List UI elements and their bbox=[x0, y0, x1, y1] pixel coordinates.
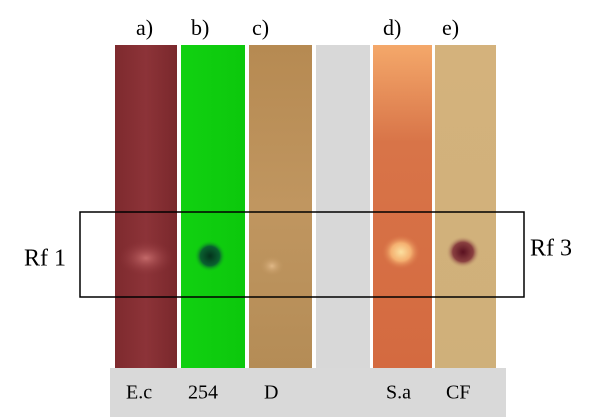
plate-label: D bbox=[264, 382, 278, 404]
plates bbox=[115, 45, 496, 370]
spot bbox=[194, 240, 226, 272]
plate-label: 254 bbox=[188, 382, 218, 404]
rf-label: Rf 1 bbox=[24, 246, 66, 272]
spot bbox=[446, 236, 480, 268]
plate-label: CF bbox=[446, 382, 470, 404]
panel-letter: a) bbox=[136, 15, 153, 40]
plate bbox=[435, 45, 496, 370]
spot bbox=[118, 240, 174, 276]
plate bbox=[181, 45, 245, 370]
spot bbox=[260, 256, 284, 276]
panel-letter: b) bbox=[191, 15, 209, 40]
plate-label: S.a bbox=[386, 382, 411, 404]
plate bbox=[115, 45, 177, 370]
panel-letter: d) bbox=[383, 15, 401, 40]
rf-label: Rf 3 bbox=[530, 236, 572, 262]
blank-plate bbox=[316, 45, 370, 370]
panel-letter: c) bbox=[252, 15, 269, 40]
spot bbox=[381, 234, 421, 270]
plate-label: E.c bbox=[126, 382, 152, 404]
figure: a) b) c) d) e) E.c 254 D S.a CF Rf 1 Rf … bbox=[0, 0, 607, 417]
panel-letters: a) b) c) d) e) bbox=[136, 15, 459, 40]
plate bbox=[373, 45, 432, 370]
panel-letter: e) bbox=[442, 15, 459, 40]
plate bbox=[249, 45, 312, 370]
